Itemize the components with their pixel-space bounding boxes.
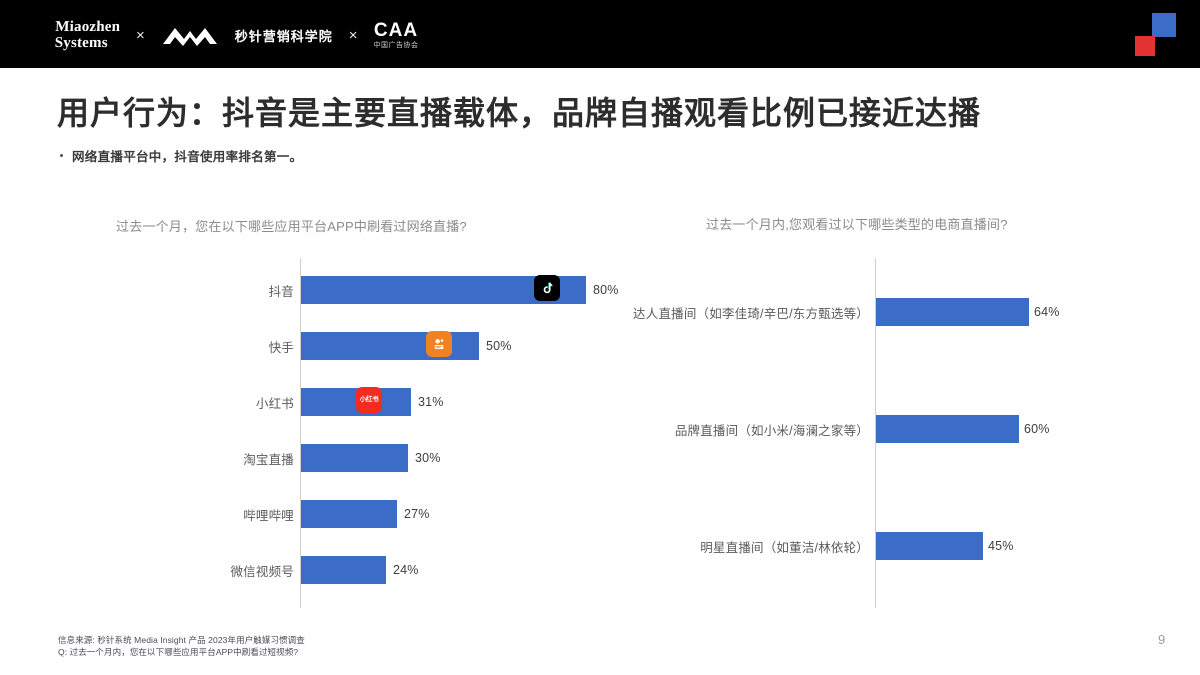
header-band: Miaozhen Systems × 秒针营销科学院 × CAA 中国广告协会 bbox=[0, 0, 1200, 68]
bar-category-label: 品牌直播间（如小米/海澜之家等） bbox=[674, 423, 869, 438]
bar-value-label: 45% bbox=[988, 539, 1014, 553]
xiaohongshu-icon: 小红书 bbox=[356, 387, 382, 413]
bar-value-label: 24% bbox=[393, 563, 419, 577]
academy-logo-text: 秒针营销科学院 bbox=[234, 28, 333, 44]
subtitle-text: 网络直播平台中，抖音使用率排名第一。 bbox=[72, 150, 303, 164]
left-chart-question: 过去一个月，您在以下哪些应用平台APP中刷看过网络直播? bbox=[116, 219, 467, 234]
bar-category-label: 哔哩哔哩 bbox=[243, 508, 294, 523]
bar-rect bbox=[876, 532, 983, 560]
bar-rect bbox=[301, 500, 397, 528]
bar-row: 小红书 31% 小红书 bbox=[116, 387, 586, 416]
right-chart-question: 过去一个月内,您观看过以下哪些类型的电商直播间? bbox=[706, 217, 1008, 232]
bar-row: 抖音 80% bbox=[116, 275, 618, 304]
bar-row: 快手 50% bbox=[116, 331, 586, 360]
decor-square-red bbox=[1135, 36, 1155, 56]
caa-logo-subtext: 中国广告协会 bbox=[373, 42, 419, 49]
right-bar-chart: 达人直播间（如李佳琦/辛巴/东方甄选等） 64% 品牌直播间（如小米/海澜之家等… bbox=[620, 258, 1090, 608]
bar-category-label: 抖音 bbox=[268, 284, 294, 299]
bar-value-label: 30% bbox=[415, 451, 441, 465]
caa-logo-text: CAA bbox=[373, 20, 419, 41]
miaozhen-logo-text: Miaozhen Systems bbox=[54, 19, 121, 51]
bar-row: 达人直播间（如李佳琦/辛巴/东方甄选等） 64% bbox=[620, 298, 1090, 326]
bar-category-label: 淘宝直播 bbox=[243, 452, 294, 467]
logo-separator-1: × bbox=[135, 26, 145, 44]
kuaishou-icon bbox=[426, 331, 452, 357]
logo-row: Miaozhen Systems × 秒针营销科学院 × CAA 中国广告协会 bbox=[54, 14, 418, 56]
bar-row: 微信视频号 24% bbox=[116, 556, 586, 584]
bar-rect bbox=[301, 556, 386, 584]
bar-rect bbox=[876, 415, 1019, 443]
bar-value-label: 50% bbox=[486, 339, 512, 353]
bar-category-label: 明星直播间（如董洁/林依轮） bbox=[700, 540, 869, 555]
bullet-icon bbox=[60, 154, 63, 157]
bar-value-label: 60% bbox=[1024, 422, 1050, 436]
page-number: 9 bbox=[1158, 632, 1166, 647]
footer-source-line-2: Q: 过去一个月内，您在以下哪些应用平台APP中刷看过短视频? bbox=[58, 647, 299, 657]
right-chart-axis bbox=[875, 258, 876, 608]
bar-category-label: 小红书 bbox=[255, 396, 294, 411]
bar-rect bbox=[301, 332, 479, 360]
decor-square-blue bbox=[1152, 13, 1176, 37]
footer-source: 信息来源: 秒针系统 Media Insight 产品 2023年用户触媒习惯调… bbox=[58, 634, 305, 658]
bar-category-label: 快手 bbox=[268, 340, 294, 355]
xiaohongshu-icon-label: 小红书 bbox=[359, 395, 379, 403]
douyin-icon bbox=[534, 275, 560, 301]
caa-logo: CAA 中国广告协会 bbox=[373, 21, 418, 49]
miaozhen-mountain-mark-icon bbox=[161, 22, 219, 48]
bar-value-label: 31% bbox=[418, 395, 444, 409]
page-title: 用户行为：抖音是主要直播载体，品牌自播观看比例已接近达播 bbox=[57, 95, 982, 131]
bar-category-label: 达人直播间（如李佳琦/辛巴/东方甄选等） bbox=[633, 306, 869, 321]
bar-row: 淘宝直播 30% bbox=[116, 444, 586, 472]
bar-rect bbox=[301, 444, 408, 472]
logo-separator-2: × bbox=[348, 26, 358, 44]
bar-value-label: 80% bbox=[593, 283, 619, 297]
left-chart-axis bbox=[300, 258, 301, 608]
subtitle-row: 网络直播平台中，抖音使用率排名第一。 bbox=[60, 146, 302, 165]
bar-rect bbox=[876, 298, 1029, 326]
bar-value-label: 27% bbox=[404, 507, 430, 521]
footer-source-line-1: 信息来源: 秒针系统 Media Insight 产品 2023年用户触媒习惯调… bbox=[58, 635, 305, 645]
left-bar-chart: 抖音 80% 快手 50% bbox=[116, 258, 618, 608]
bar-row: 哔哩哔哩 27% bbox=[116, 500, 586, 528]
bar-category-label: 微信视频号 bbox=[230, 564, 294, 579]
bar-row: 品牌直播间（如小米/海澜之家等） 60% bbox=[620, 415, 1090, 443]
bar-row: 明星直播间（如董洁/林依轮） 45% bbox=[620, 532, 1090, 560]
bar-value-label: 64% bbox=[1034, 305, 1060, 319]
